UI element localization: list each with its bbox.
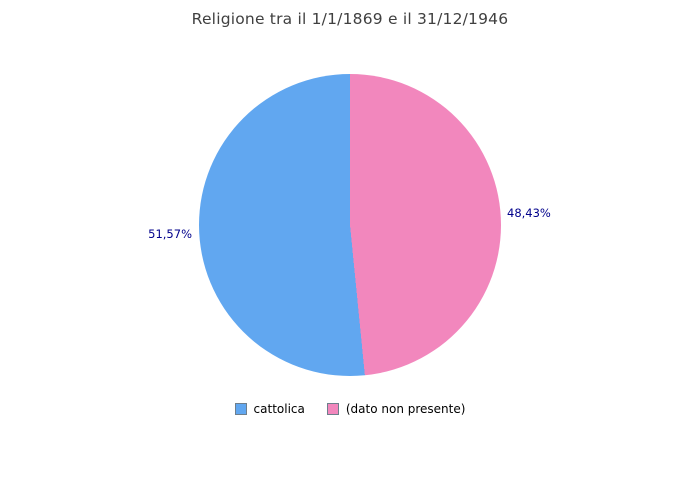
legend-label-dato-non-presente: (dato non presente)	[345, 402, 466, 416]
slice-percent-label-cattolica: 51,57%	[148, 227, 192, 241]
legend-swatch-dato-non-presente-icon	[326, 403, 339, 415]
legend-item-cattolica: cattolica	[234, 402, 305, 416]
legend-swatch-cattolica-icon	[234, 403, 247, 415]
legend: cattolica (dato non presente)	[0, 402, 700, 416]
pie-chart	[199, 74, 501, 376]
chart-title: Religione tra il 1/1/1869 e il 31/12/194…	[191, 10, 509, 28]
slice-percent-label-dato-non-presente: 48,43%	[507, 206, 551, 220]
legend-label-cattolica: cattolica	[253, 402, 305, 416]
legend-item-dato-non-presente: (dato non presente)	[326, 402, 466, 416]
